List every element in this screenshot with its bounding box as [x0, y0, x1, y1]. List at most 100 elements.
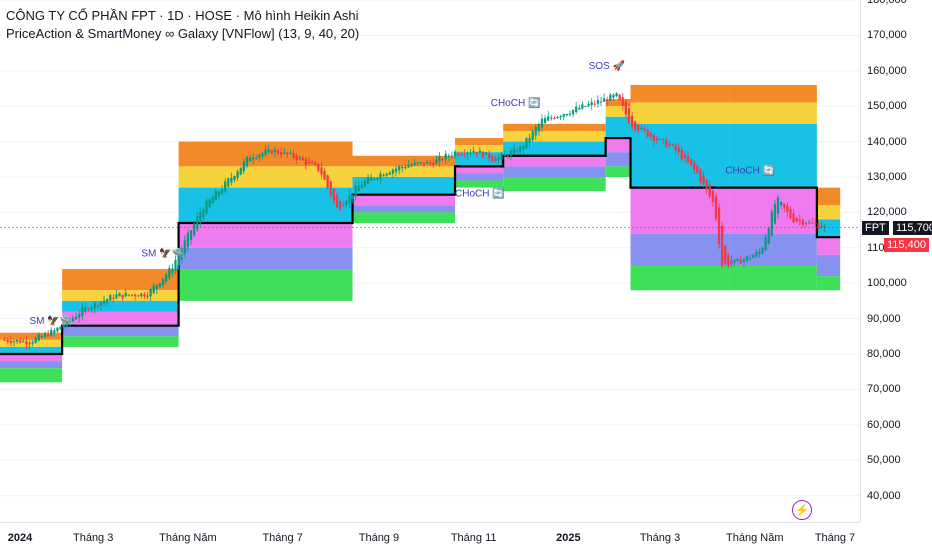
candle-body	[236, 171, 239, 179]
candle-body	[286, 152, 289, 155]
candle-body	[531, 130, 534, 141]
candle-body	[379, 173, 382, 179]
candle-body	[220, 189, 224, 194]
candle-body	[780, 201, 783, 206]
candle-body	[326, 175, 329, 188]
candle-body	[298, 157, 301, 159]
time-tick: Tháng 7	[262, 532, 303, 544]
candle-body	[342, 205, 345, 207]
candle-body	[155, 284, 158, 290]
candle-body	[71, 317, 75, 322]
candle-body	[174, 260, 177, 271]
candle-body	[817, 223, 820, 229]
candle-body	[655, 138, 659, 141]
candle-body	[168, 268, 171, 279]
candle-body	[382, 175, 385, 177]
candle-body	[773, 203, 777, 224]
candle-body	[811, 222, 814, 224]
candle-body	[652, 134, 655, 142]
candle-body	[578, 107, 581, 110]
candle-body	[435, 159, 438, 165]
price-axis[interactable]: 180,000 170,000 160,000 150,000 140,000 130,0…	[860, 0, 932, 522]
candle-body	[478, 150, 481, 154]
candle-body	[453, 151, 457, 156]
candle-body	[416, 162, 419, 164]
band-cyan	[816, 219, 841, 238]
band-cyan	[605, 116, 631, 139]
candle-body	[283, 151, 286, 154]
candle-body	[798, 219, 801, 222]
band-pink	[455, 166, 504, 174]
candle-body	[432, 162, 435, 166]
candle-body	[3, 339, 6, 341]
candle-body	[488, 153, 491, 159]
candle-body	[537, 124, 540, 132]
candle-body	[609, 94, 612, 101]
symbol-badge: FPT	[862, 221, 889, 235]
candle-body	[74, 316, 78, 320]
band-pink	[62, 311, 179, 326]
band-cyan	[352, 177, 456, 195]
candle-body	[239, 167, 242, 175]
heikin-ashi-price-badge: 115,400	[884, 238, 929, 252]
candle-body	[407, 164, 410, 168]
band-pink	[503, 155, 606, 167]
band-green	[729, 265, 817, 291]
band-yellow	[605, 106, 631, 117]
candle-body	[311, 162, 314, 164]
candle-body	[348, 194, 351, 204]
price-tick: 150,000	[867, 100, 907, 113]
candle-body	[134, 294, 137, 297]
candle-body	[559, 116, 562, 118]
candle-body	[376, 178, 379, 180]
indicator-legend[interactable]: PriceAction & SmartMoney ∞ Galaxy [VNFlo…	[6, 26, 360, 41]
candle-body	[96, 305, 99, 307]
candle-body	[357, 185, 360, 192]
time-tick: Tháng Năm	[726, 532, 784, 544]
price-tick: 90,000	[867, 312, 901, 325]
candle-body	[484, 152, 488, 155]
price-tick: 140,000	[867, 135, 907, 148]
candle-body	[519, 146, 522, 152]
band-green	[62, 336, 179, 347]
candle-body	[177, 254, 180, 266]
lightning-icon[interactable]: ⚡	[792, 500, 812, 520]
candle-body	[804, 222, 808, 225]
time-tick: Tháng 9	[358, 532, 400, 544]
candle-body	[279, 152, 283, 155]
candle-body	[205, 200, 208, 214]
chart-plot[interactable]: SM 🦅🛸 SM 🦅🛸 CHoCH 🔄 CHoCH 🔄 SOS 🚀 CHoCH 🔄	[0, 0, 860, 522]
candle-body	[674, 144, 677, 151]
candle-body	[618, 94, 621, 100]
price-tick: 70,000	[867, 383, 901, 396]
candle-body	[180, 248, 183, 260]
band-yellow	[816, 205, 841, 220]
candle-body	[752, 254, 755, 258]
candle-body	[643, 128, 646, 131]
band-yellow	[729, 102, 817, 124]
candle-body	[127, 294, 130, 296]
candle-body	[394, 168, 398, 172]
price-tick: 180,000	[867, 0, 907, 6]
candle-body	[516, 150, 519, 153]
candle-body	[171, 268, 174, 274]
candle-body	[634, 121, 637, 130]
candle-body	[556, 116, 559, 119]
candle-body	[31, 342, 34, 344]
candle-body	[568, 113, 572, 115]
candle-body	[540, 118, 544, 128]
candle-body	[599, 101, 603, 103]
time-axis[interactable]: 2024 Tháng 3 Tháng Năm Tháng 7 Tháng 9 Tháng …	[0, 522, 860, 551]
candle-body	[627, 108, 631, 124]
candle-body	[273, 149, 276, 152]
band-cyan	[0, 346, 63, 354]
candle-body	[491, 155, 494, 161]
candle-body	[211, 197, 214, 204]
candle-body	[50, 329, 53, 336]
band-blue	[352, 205, 456, 213]
time-tick: Tháng 3	[639, 532, 681, 544]
price-tick: 130,000	[867, 171, 907, 183]
candle-body	[630, 115, 634, 128]
time-tick: 2024	[7, 532, 33, 544]
